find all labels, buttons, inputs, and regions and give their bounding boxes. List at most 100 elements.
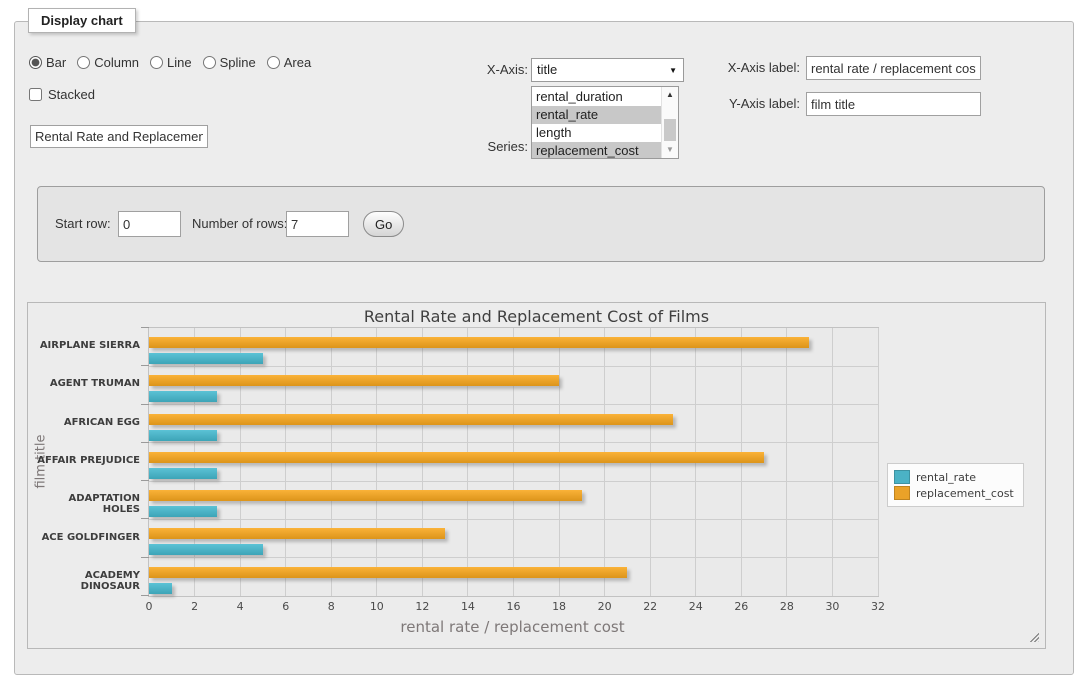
x-tick-label: 20 [587,600,623,613]
chart-type-radio-line[interactable] [150,56,163,69]
go-button[interactable]: Go [363,211,404,237]
legend-item-rental_rate: rental_rate [894,470,1014,484]
scroll-up-icon[interactable]: ▲ [662,88,678,102]
x-tick-label: 24 [678,600,714,613]
category-label: AGENT TRUMAN [28,378,140,389]
category-tick [141,404,149,405]
yaxis-label-field-label: Y-Axis label: [700,92,800,116]
series-option-rental_duration[interactable]: rental_duration [532,88,662,106]
chart-type-radio-area[interactable] [267,56,280,69]
bar-replacement_cost [149,337,809,348]
xaxis-select-value: title [537,59,557,81]
bar-replacement_cost [149,414,673,425]
bar-replacement_cost [149,490,582,501]
category-tick [141,557,149,558]
x-tick-label: 28 [769,600,805,613]
stacked-checkbox[interactable] [29,88,42,101]
xaxis-label-input[interactable] [806,56,981,80]
legend-swatch-icon [894,470,910,484]
series-select-label: Series: [448,137,528,157]
bar-rental_rate [149,468,217,479]
chart-type-label: Spline [220,55,256,70]
chart-type-bar[interactable]: Bar [29,55,66,70]
x-tick-label: 18 [541,600,577,613]
chart-container: Rental Rate and Replacement Cost of Film… [27,302,1046,649]
xaxis-select[interactable]: title ▼ [531,58,684,82]
x-tick-label: 22 [632,600,668,613]
chart-type-spline[interactable]: Spline [203,55,256,70]
chart-type-line[interactable]: Line [150,55,192,70]
chart-title-input[interactable] [30,125,208,148]
x-tick-label: 4 [222,600,258,613]
chart-type-label: Line [167,55,192,70]
chart-type-label: Area [284,55,311,70]
x-tick-label: 12 [404,600,440,613]
chart-type-radio-column[interactable] [77,56,90,69]
yaxis-label-input[interactable] [806,92,981,116]
chart-type-area[interactable]: Area [267,55,311,70]
legend-label: rental_rate [916,471,976,484]
chevron-down-icon: ▼ [669,66,677,75]
bar-replacement_cost [149,452,764,463]
bar-rental_rate [149,506,217,517]
x-tick-label: 14 [450,600,486,613]
bar-replacement_cost [149,528,445,539]
gridline [149,366,878,367]
chart-type-radio-bar[interactable] [29,56,42,69]
num-rows-label: Number of rows: [192,211,287,237]
x-tick-label: 8 [313,600,349,613]
bar-rental_rate [149,430,217,441]
chart-type-radio-spline[interactable] [203,56,216,69]
bar-replacement_cost [149,375,559,386]
category-label: ACE GOLDFINGER [28,532,140,543]
start-row-input[interactable] [118,211,181,237]
category-tick [141,595,149,596]
bar-rental_rate [149,544,263,555]
gridline [149,519,878,520]
series-list-scrollbar[interactable]: ▲ ▼ [661,87,678,158]
x-tick-label: 0 [131,600,167,613]
category-tick [141,327,149,328]
scroll-down-icon[interactable]: ▼ [662,143,678,157]
chart-title: Rental Rate and Replacement Cost of Film… [28,307,1045,326]
category-tick [141,480,149,481]
series-multiselect[interactable]: rental_durationrental_ratelengthreplacem… [531,86,679,159]
category-tick [141,442,149,443]
x-tick-label: 26 [723,600,759,613]
x-tick-label: 2 [177,600,213,613]
gridline [786,328,787,596]
series-option-replacement_cost[interactable]: replacement_cost [532,142,662,159]
x-tick-label: 10 [359,600,395,613]
gridline [149,442,878,443]
scrollbar-thumb[interactable] [664,119,676,141]
x-tick-label: 6 [268,600,304,613]
legend-label: replacement_cost [916,487,1014,500]
start-row-label: Start row: [55,211,111,237]
chart-type-label: Bar [46,55,66,70]
page: Display chart BarColumnLineSplineArea St… [0,0,1081,681]
bar-rental_rate [149,353,263,364]
xaxis-title: rental rate / replacement cost [148,618,877,636]
num-rows-input[interactable] [286,211,349,237]
xaxis-label-field-label: X-Axis label: [700,56,800,80]
x-tick-label: 32 [860,600,896,613]
stacked-row: Stacked [29,87,95,102]
gridline [149,481,878,482]
resize-handle-icon[interactable] [1028,631,1039,642]
chart-legend: rental_rate replacement_cost [887,463,1024,507]
chart-type-group: Bar Column Line Spline Area [29,55,322,70]
series-option-rental_rate[interactable]: rental_rate [532,106,662,124]
legend-swatch-icon [894,486,910,500]
bar-rental_rate [149,583,172,594]
gridline [149,557,878,558]
category-label: AIRPLANE SIERRA [28,340,140,351]
category-label: ACADEMY DINOSAUR [28,570,140,592]
chart-type-label: Column [94,55,139,70]
category-label: AFFAIR PREJUDICE [28,455,140,466]
chart-type-column[interactable]: Column [77,55,139,70]
gridline [149,404,878,405]
x-tick-label: 16 [496,600,532,613]
bar-replacement_cost [149,567,627,578]
legend-item-replacement_cost: replacement_cost [894,486,1014,500]
series-option-length[interactable]: length [532,124,662,142]
